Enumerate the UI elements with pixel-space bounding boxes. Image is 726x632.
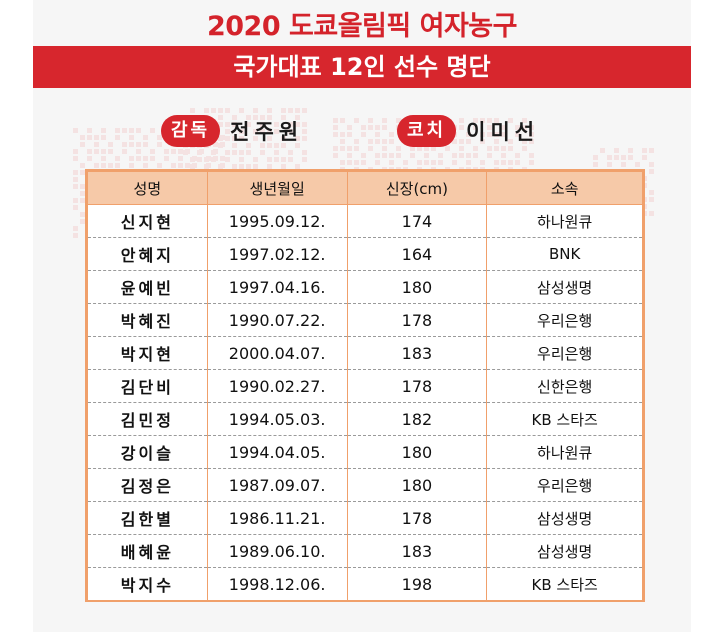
player-height-cell: 178 xyxy=(346,369,488,403)
player-team-cell: BNK xyxy=(486,237,643,271)
table-row: 김단비 1990.02.27. 178 신한은행 xyxy=(87,369,643,403)
player-name-cell: 김한별 xyxy=(87,501,208,535)
subtitle-banner: 국가대표 12인 선수 명단 xyxy=(33,46,691,88)
head-coach-name: 전주원 xyxy=(230,120,304,144)
player-birth-cell: 1995.09.12. xyxy=(206,204,348,238)
player-birth-cell: 1990.07.22. xyxy=(206,303,348,337)
player-height-cell: 164 xyxy=(346,237,488,271)
player-height-cell: 183 xyxy=(346,336,488,370)
player-height-cell: 180 xyxy=(346,468,488,502)
player-height-cell: 174 xyxy=(346,204,488,238)
table-row: 신지현 1995.09.12. 174 하나원큐 xyxy=(87,204,643,238)
player-height-cell: 180 xyxy=(346,435,488,469)
player-team-cell: KB 스타즈 xyxy=(486,402,643,436)
player-team-cell: 하나원큐 xyxy=(486,435,643,469)
player-team-cell: 삼성생명 xyxy=(486,270,643,304)
player-birth-cell: 2000.04.07. xyxy=(206,336,348,370)
table-row: 김한별 1986.11.21. 178 삼성생명 xyxy=(87,501,643,535)
player-name-cell: 김단비 xyxy=(87,369,208,403)
table-row: 안혜지 1997.02.12. 164 BNK xyxy=(87,237,643,271)
player-name-cell: 박지현 xyxy=(87,336,208,370)
table-row: 김정은 1987.09.07. 180 우리은행 xyxy=(87,468,643,502)
column-header-birth: 생년월일 xyxy=(206,171,348,205)
player-name-cell: 박혜진 xyxy=(87,303,208,337)
coach-label: 코치 xyxy=(397,115,457,147)
column-header-name: 성명 xyxy=(87,171,208,205)
player-birth-cell: 1989.06.10. xyxy=(206,534,348,568)
player-height-cell: 178 xyxy=(346,303,488,337)
player-team-cell: KB 스타즈 xyxy=(486,567,643,600)
head-coach: 감독 전주원 xyxy=(161,114,303,148)
player-height-cell: 180 xyxy=(346,270,488,304)
player-birth-cell: 1990.02.27. xyxy=(206,369,348,403)
player-birth-cell: 1994.05.03. xyxy=(206,402,348,436)
player-team-cell: 하나원큐 xyxy=(486,204,643,238)
page-title: 2020 도쿄올림픽 여자농구 xyxy=(206,11,518,42)
player-name-cell: 김정은 xyxy=(87,468,208,502)
player-team-cell: 우리은행 xyxy=(486,303,643,337)
table-row: 박혜진 1990.07.22. 178 우리은행 xyxy=(87,303,643,337)
table-row: 박지현 2000.04.07. 183 우리은행 xyxy=(87,336,643,370)
player-height-cell: 198 xyxy=(346,567,488,600)
player-team-cell: 신한은행 xyxy=(486,369,643,403)
player-birth-cell: 1987.09.07. xyxy=(206,468,348,502)
table-row: 강이슬 1994.04.05. 180 하나원큐 xyxy=(87,435,643,469)
table-row: 배혜윤 1989.06.10. 183 삼성생명 xyxy=(87,534,643,568)
player-birth-cell: 1998.12.06. xyxy=(206,567,348,600)
player-height-cell: 182 xyxy=(346,402,488,436)
coach: 코치 이미선 xyxy=(397,114,539,148)
player-name-cell: 윤예빈 xyxy=(87,270,208,304)
player-birth-cell: 1994.04.05. xyxy=(206,435,348,469)
player-name-cell: 김민정 xyxy=(87,402,208,436)
column-header-team: 소속 xyxy=(486,171,643,205)
player-name-cell: 박지수 xyxy=(87,567,208,600)
player-height-cell: 178 xyxy=(346,501,488,535)
player-birth-cell: 1997.04.16. xyxy=(206,270,348,304)
head-coach-label: 감독 xyxy=(161,115,221,147)
player-team-cell: 삼성생명 xyxy=(486,534,643,568)
roster-table: 성명 생년월일 신장(cm) 소속 신지현 1995.09.12. 174 하나원큐 안… xyxy=(85,169,645,602)
table-row: 윤예빈 1997.04.16. 180 삼성생명 xyxy=(87,270,643,304)
player-team-cell: 삼성생명 xyxy=(486,501,643,535)
roster-poster: 2020 도쿄올림픽 여자농구 국가대표 12인 선수 명단 감독 전주원 코치… xyxy=(33,0,691,632)
player-team-cell: 우리은행 xyxy=(486,468,643,502)
table-row: 박지수 1998.12.06. 198 KB 스타즈 xyxy=(87,567,643,600)
table-row: 김민정 1994.05.03. 182 KB 스타즈 xyxy=(87,402,643,436)
player-name-cell: 배혜윤 xyxy=(87,534,208,568)
player-birth-cell: 1997.02.12. xyxy=(206,237,348,271)
player-name-cell: 신지현 xyxy=(87,204,208,238)
coach-name: 이미선 xyxy=(466,120,540,144)
player-team-cell: 우리은행 xyxy=(486,336,643,370)
player-height-cell: 183 xyxy=(346,534,488,568)
player-name-cell: 안혜지 xyxy=(87,237,208,271)
player-name-cell: 강이슬 xyxy=(87,435,208,469)
table-header-row: 성명 생년월일 신장(cm) 소속 xyxy=(87,171,643,205)
player-birth-cell: 1986.11.21. xyxy=(206,501,348,535)
column-header-height: 신장(cm) xyxy=(346,171,488,205)
